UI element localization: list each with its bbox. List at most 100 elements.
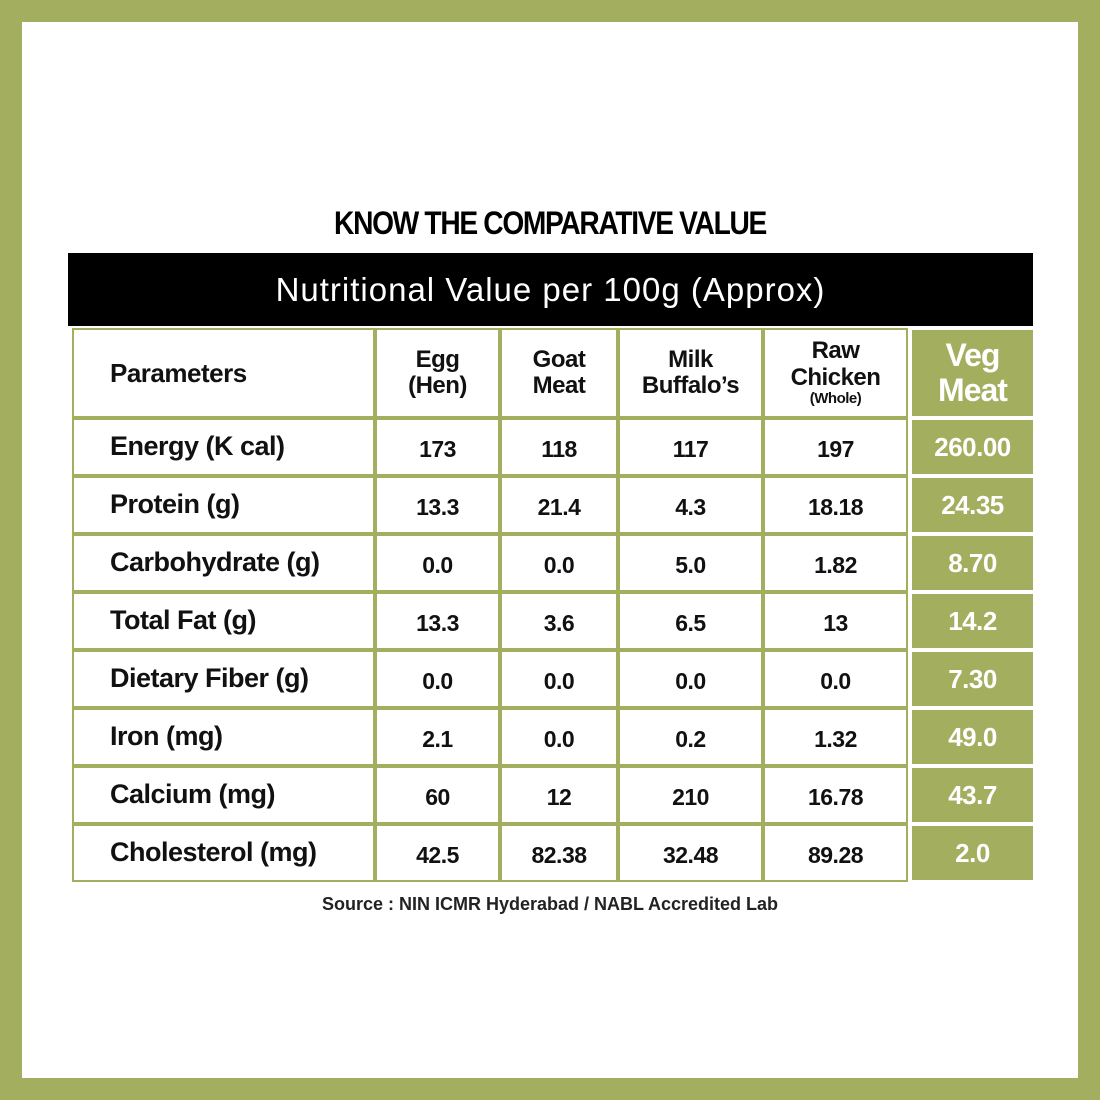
value-cell: 18.18 <box>763 476 908 534</box>
cell-value: 7.30 <box>948 663 997 694</box>
cell-value: 3.6 <box>543 610 575 637</box>
value-cell: 21.4 <box>500 476 618 534</box>
value-cell: 13 <box>763 592 908 650</box>
value-cell: 13.3 <box>375 592 500 650</box>
value-cell: 82.38 <box>500 824 618 882</box>
row-label: Iron (mg) <box>110 721 223 752</box>
value-cell: 24.35 <box>912 478 1033 532</box>
cell-value: 173 <box>419 436 456 463</box>
cell-value: 89.28 <box>807 842 864 869</box>
cell-value: 2.0 <box>955 837 990 868</box>
cell-value: 49.0 <box>948 721 997 752</box>
value-cell: 118 <box>500 418 618 476</box>
value-cell: 0.0 <box>500 650 618 708</box>
cell-value: 1.32 <box>814 726 857 753</box>
value-cell: 8.70 <box>912 536 1033 590</box>
header-text: (Whole) <box>809 390 862 408</box>
value-cell: 49.0 <box>912 710 1033 764</box>
source: Source : NIN ICMR Hyderabad / NABL Accre… <box>321 894 779 914</box>
cell-value: 0.0 <box>675 668 706 695</box>
row-label-cell: Cholesterol (mg) <box>72 824 375 882</box>
cell-value: 0.0 <box>543 552 575 579</box>
header-cell: Goat Meat <box>500 328 618 418</box>
row-label-cell: Carbohydrate (g) <box>72 534 375 592</box>
value-cell: 210 <box>618 766 763 824</box>
header-text: Egg <box>415 345 460 373</box>
header-cell: Raw Chicken (Whole) <box>763 328 908 418</box>
cell-value: 0.0 <box>820 668 851 695</box>
row-label-cell: Protein (g) <box>72 476 375 534</box>
cell-value: 82.38 <box>531 842 587 869</box>
row-label-cell: Energy (K cal) <box>72 418 375 476</box>
value-cell: 3.6 <box>500 592 618 650</box>
header-text: Meat <box>938 372 1008 408</box>
value-cell: 7.30 <box>912 652 1033 706</box>
header-text: Milk <box>668 345 713 373</box>
cell-value: 4.3 <box>675 494 706 521</box>
value-cell: 0.0 <box>618 650 763 708</box>
value-cell: 16.78 <box>763 766 908 824</box>
header-cell: Parameters <box>72 328 375 418</box>
value-cell: 32.48 <box>618 824 763 882</box>
subtitle-bar: Nutritional Value per 100g (Approx) <box>68 253 1033 326</box>
row-label: Dietary Fiber (g) <box>110 663 309 694</box>
header-text: Parameters <box>110 357 247 388</box>
cell-value: 1.82 <box>814 552 857 579</box>
value-cell: 1.82 <box>763 534 908 592</box>
cell-value: 0.0 <box>422 668 453 695</box>
cell-value: 197 <box>817 436 854 463</box>
row-label: Total Fat (g) <box>110 605 256 636</box>
value-cell: 1.32 <box>763 708 908 766</box>
row-label-cell: Dietary Fiber (g) <box>72 650 375 708</box>
header-text: Goat <box>532 345 586 373</box>
cell-value: 60 <box>425 784 450 811</box>
cell-value: 8.70 <box>948 547 997 578</box>
cell-value: 18.18 <box>807 494 864 521</box>
cell-value: 260.00 <box>934 431 1011 462</box>
value-cell: 0.0 <box>500 708 618 766</box>
cell-value: 2.1 <box>422 726 453 753</box>
value-cell: 0.0 <box>763 650 908 708</box>
cell-value: 13.3 <box>416 610 459 637</box>
value-cell: 6.5 <box>618 592 763 650</box>
header-text: Meat <box>532 372 586 399</box>
row-label: Carbohydrate (g) <box>110 547 320 578</box>
value-cell: 0.0 <box>500 534 618 592</box>
value-cell: 0.2 <box>618 708 763 766</box>
cell-value: 24.35 <box>941 489 1004 520</box>
cell-value: 12 <box>546 784 572 811</box>
value-cell: 2.1 <box>375 708 500 766</box>
header-text: Raw <box>811 337 860 365</box>
value-cell: 0.0 <box>375 650 500 708</box>
title: KNOW THE COMPARATIVE VALUE <box>334 205 767 241</box>
value-cell: 4.3 <box>618 476 763 534</box>
value-cell: 14.2 <box>912 594 1033 648</box>
cell-value: 16.78 <box>807 784 864 811</box>
header-cell: Egg (Hen) <box>375 328 500 418</box>
header-text: (Hen) <box>408 372 467 399</box>
value-cell: 43.7 <box>912 768 1033 822</box>
cell-value: 0.2 <box>675 726 706 753</box>
cell-value: 21.4 <box>537 494 581 521</box>
cell-value: 14.2 <box>948 605 997 636</box>
value-cell: 5.0 <box>618 534 763 592</box>
row-label-cell: Calcium (mg) <box>72 766 375 824</box>
cell-value: 43.7 <box>948 779 997 810</box>
value-cell: 13.3 <box>375 476 500 534</box>
cell-value: 13 <box>823 610 848 637</box>
subtitle: Nutritional Value per 100g (Approx) <box>275 270 826 308</box>
cell-value: 0.0 <box>422 552 453 579</box>
header-text: Chicken <box>790 363 881 391</box>
value-cell: 0.0 <box>375 534 500 592</box>
cell-value: 42.5 <box>416 842 459 869</box>
header-text: Buffalo’s <box>641 372 740 399</box>
row-label: Cholesterol (mg) <box>110 837 317 868</box>
cell-value: 6.5 <box>675 610 706 637</box>
cell-value: 210 <box>672 784 709 811</box>
row-label: Energy (K cal) <box>110 431 285 462</box>
value-cell: 60 <box>375 766 500 824</box>
value-cell: 42.5 <box>375 824 500 882</box>
value-cell: 260.00 <box>912 420 1033 474</box>
cell-value: 13.3 <box>416 494 459 521</box>
value-cell: 12 <box>500 766 618 824</box>
